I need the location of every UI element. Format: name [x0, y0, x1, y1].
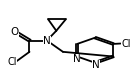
- Text: N: N: [73, 54, 80, 64]
- Text: N: N: [43, 35, 51, 46]
- Text: O: O: [10, 27, 19, 37]
- Text: N: N: [92, 60, 100, 70]
- Text: Cl: Cl: [8, 57, 17, 67]
- Text: Cl: Cl: [121, 39, 131, 49]
